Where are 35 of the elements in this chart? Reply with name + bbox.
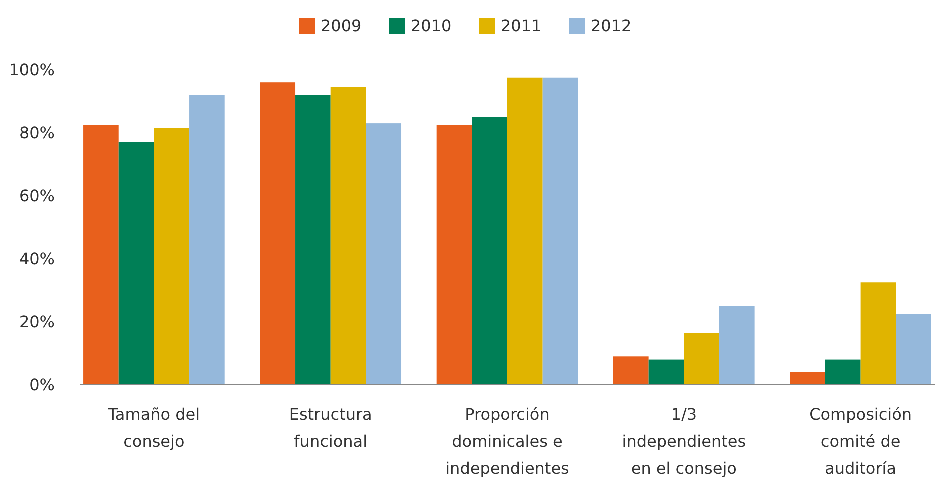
bar [648,360,684,385]
bar [330,87,366,385]
bar [684,333,720,385]
bar [896,314,932,385]
bar [542,78,578,385]
y-tick-label: 100% [9,60,55,80]
bar [190,95,225,385]
bar [860,282,896,385]
bar [366,124,402,385]
bar [508,78,543,385]
bar [118,142,154,385]
x-tick-label: Composición comité de auditoría [810,405,912,478]
x-tick-label: 1/3 independientes en el consejo [622,405,746,478]
bar [472,117,508,385]
bar [790,372,826,385]
bar [436,125,472,385]
bar [154,128,190,385]
legend-label: 2012 [591,16,632,36]
bar [613,356,649,385]
bar [84,125,119,385]
legend-label: 2009 [321,16,362,36]
bar [260,82,296,385]
x-tick-label: Estructura funcional [289,405,372,451]
x-tick-label: Tamaño del consejo [107,405,200,451]
y-tick-label: 60% [19,186,55,206]
y-tick-label: 80% [19,124,55,143]
bar [825,360,861,385]
bar [719,306,755,385]
y-tick-label: 40% [19,250,55,269]
legend-label: 2011 [501,16,542,36]
y-tick-label: 0% [30,376,55,395]
legend-label: 2010 [411,16,452,36]
x-tick-label: Proporción dominicales e independientes [446,405,570,478]
y-tick-label: 20% [19,312,55,332]
bar [296,95,331,385]
